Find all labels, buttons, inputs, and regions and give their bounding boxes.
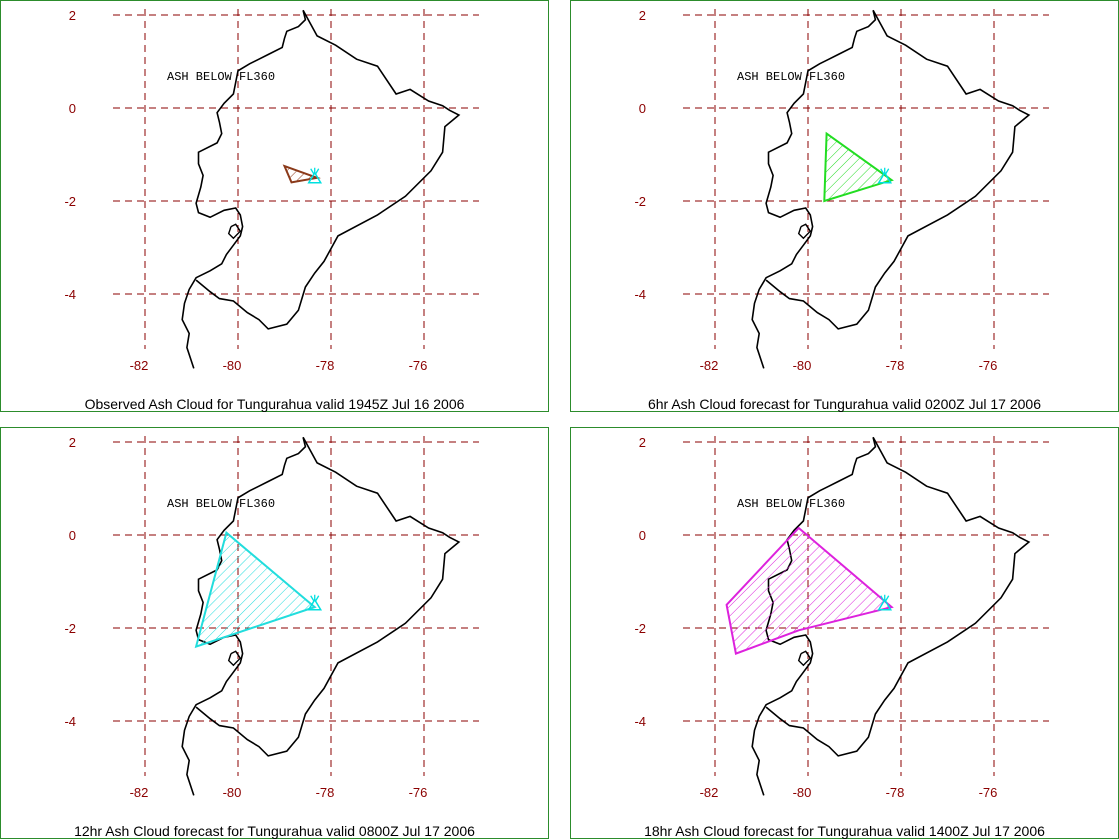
panel-caption: 18hr Ash Cloud forecast for Tungurahua v…: [644, 823, 1045, 839]
volcano-icon: [877, 598, 893, 611]
latitude-tick-label: 2: [69, 435, 76, 450]
eruption-icon: [310, 594, 320, 602]
latitude-tick-label: 2: [639, 435, 646, 450]
volcano-icon: [877, 171, 893, 184]
latitude-tick-label: -2: [64, 194, 76, 209]
ash-level-label: ASH BELOW FL360: [737, 70, 845, 84]
panel-caption: 6hr Ash Cloud forecast for Tungurahua va…: [647, 396, 1042, 412]
ash-cloud-polygon: [194, 530, 317, 649]
latitude-tick-label: -4: [64, 287, 76, 302]
longitude-tick-label: -76: [979, 785, 998, 800]
longitude-tick-label: -76: [409, 358, 428, 373]
latitude-tick-label: -2: [64, 621, 76, 636]
panel-caption: Observed Ash Cloud for Tungurahua valid …: [84, 396, 465, 412]
longitude-tick-label: -78: [886, 785, 905, 800]
island-outline: [797, 650, 812, 667]
latitude-tick-label: 0: [69, 101, 76, 116]
latitude-tick-label: 0: [639, 528, 646, 543]
map-svg: 2 0 -2 -4 -82 -80 -78 -76 ASH BELOW FL360: [634, 435, 1049, 800]
longitude-tick-label: -82: [700, 785, 719, 800]
map-svg: 2 0 -2 -4 -82 -80 -78 -76 ASH BELOW FL360: [64, 8, 479, 373]
coastline: [181, 437, 307, 796]
longitude-tick-label: -76: [409, 785, 428, 800]
latitude-tick-label: 0: [639, 101, 646, 116]
volcano-icon: [307, 598, 323, 611]
ash-cloud-polygon: [282, 164, 321, 184]
longitude-tick-label: -78: [316, 785, 335, 800]
country-border: [765, 9, 1031, 330]
latitude-tick-label: -2: [634, 621, 646, 636]
ash-level-label: ASH BELOW FL360: [737, 497, 845, 511]
eruption-icon: [310, 167, 320, 175]
ash-cloud-polygon: [725, 526, 894, 655]
longitude-tick-label: -76: [979, 358, 998, 373]
panel-forecast-18hr: 2 0 -2 -4 -82 -80 -78 -76 ASH BELOW FL360 18hr A…: [570, 427, 1119, 839]
panel-caption: 12hr Ash Cloud forecast for Tungurahua v…: [74, 823, 475, 839]
latitude-tick-label: -2: [634, 194, 646, 209]
coastline: [751, 10, 877, 369]
country-border: [195, 9, 461, 330]
map-svg: 2 0 -2 -4 -82 -80 -78 -76 ASH BELOW FL360: [64, 435, 479, 800]
panel-forecast-12hr: 2 0 -2 -4 -82 -80 -78 -76 ASH BELOW FL360 12hr A…: [0, 427, 549, 839]
latitude-tick-label: -4: [634, 714, 646, 729]
latitude-tick-label: 2: [639, 8, 646, 23]
longitude-tick-label: -82: [700, 358, 719, 373]
country-border: [195, 436, 461, 757]
map-svg: 2 0 -2 -4 -82 -80 -78 -76 ASH BELOW FL360: [634, 8, 1049, 373]
longitude-tick-label: -80: [223, 785, 242, 800]
longitude-tick-label: -78: [886, 358, 905, 373]
country-border: [765, 436, 1031, 757]
latitude-tick-label: -4: [634, 287, 646, 302]
panel-forecast-6hr: 2 0 -2 -4 -82 -80 -78 -76 ASH BELOW FL360 6hr As…: [570, 0, 1119, 412]
longitude-tick-label: -82: [130, 358, 149, 373]
island-outline: [227, 223, 242, 240]
eruption-icon: [880, 167, 890, 175]
longitude-tick-label: -80: [793, 785, 812, 800]
island-outline: [797, 223, 812, 240]
latitude-tick-label: 2: [69, 8, 76, 23]
eruption-icon: [880, 594, 890, 602]
volcano-icon: [307, 171, 323, 184]
latitude-tick-label: 0: [69, 528, 76, 543]
coastline: [181, 10, 307, 369]
latitude-tick-label: -4: [64, 714, 76, 729]
longitude-tick-label: -78: [316, 358, 335, 373]
longitude-tick-label: -80: [223, 358, 242, 373]
longitude-tick-label: -82: [130, 785, 149, 800]
longitude-tick-label: -80: [793, 358, 812, 373]
island-outline: [227, 650, 242, 667]
ash-cloud-polygon: [823, 131, 894, 203]
ash-level-label: ASH BELOW FL360: [167, 497, 275, 511]
ash-level-label: ASH BELOW FL360: [167, 70, 275, 84]
panel-observed: 2 0 -2 -4 -82 -80 -78 -76 ASH BELOW FL360 Observ…: [0, 0, 549, 412]
